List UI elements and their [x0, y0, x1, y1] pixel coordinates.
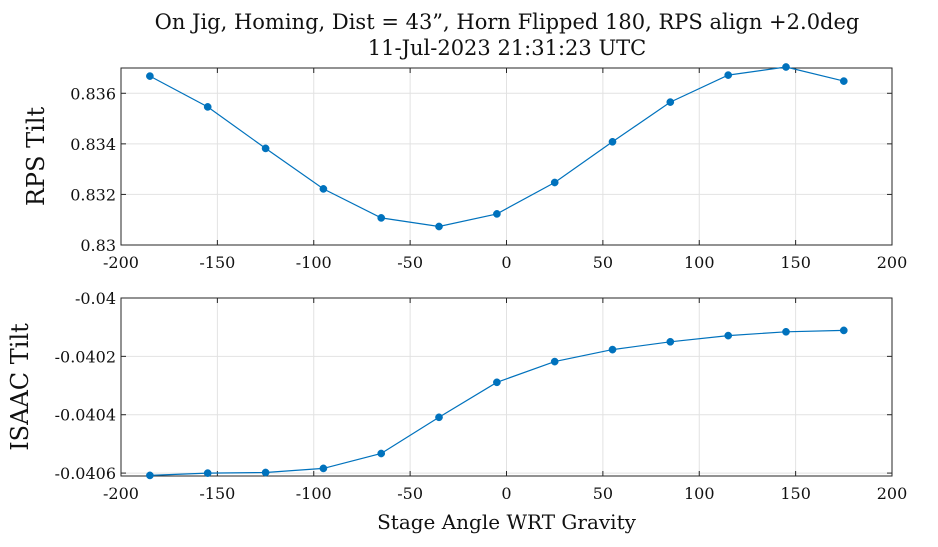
x-tick-label: 0 — [501, 253, 511, 272]
figure-title-line2: 11-Jul-2023 21:31:23 UTC — [368, 36, 646, 60]
x-tick-label: -100 — [296, 253, 332, 272]
x-tick-label: 200 — [877, 484, 908, 503]
x-tick-label: -50 — [397, 253, 423, 272]
x-tick-label: 100 — [684, 484, 715, 503]
x-tick-label: -200 — [103, 253, 139, 272]
data-point — [608, 345, 617, 354]
data-point — [608, 137, 617, 146]
data-point — [377, 449, 386, 458]
x-tick-label: 150 — [780, 484, 811, 503]
x-tick-label: 100 — [684, 253, 715, 272]
data-point — [377, 214, 386, 222]
y-tick-label: 0.832 — [70, 185, 116, 204]
data-point — [666, 337, 675, 346]
data-point — [724, 331, 733, 340]
top-panel-rps-tilt: -200 -150 -100 -50 0 50 100 150 200 0.83 0.832 0.83… — [22, 63, 907, 272]
y-tick-label: 0.83 — [80, 236, 116, 255]
data-point — [493, 210, 501, 218]
bottom-panel-isaac-tilt: -200 -150 -100 -50 0 50 100 150 200 -0.0406 -0.040… — [6, 289, 907, 534]
data-point — [203, 103, 212, 111]
data-point — [435, 413, 443, 422]
x-tick-label: 50 — [593, 253, 613, 272]
y-tick-label: -0.0404 — [55, 406, 116, 425]
data-point — [146, 471, 154, 480]
x-axis-label: Stage Angle WRT Gravity — [377, 510, 637, 534]
data-point — [782, 327, 790, 336]
x-tick-label: -150 — [199, 484, 235, 503]
x-tick-label: -200 — [103, 484, 139, 503]
data-point — [261, 144, 270, 153]
x-tick-label: 50 — [593, 484, 613, 503]
data-point — [666, 98, 675, 106]
data-point — [435, 222, 443, 231]
data-point — [550, 178, 559, 187]
y-tick-label: 0.836 — [70, 84, 116, 103]
data-point — [839, 77, 848, 85]
y-axis-label: RPS Tilt — [22, 107, 50, 207]
y-tick-label: -0.0406 — [55, 464, 116, 483]
x-tick-label: -50 — [397, 484, 423, 503]
data-point — [319, 464, 328, 473]
y-tick-label: -0.0402 — [55, 347, 116, 366]
x-tick-label: 0 — [501, 484, 511, 503]
data-point — [550, 357, 559, 366]
figure-title-line1: On Jig, Homing, Dist = 43”, Horn Flipped… — [155, 10, 860, 34]
data-point — [493, 378, 501, 387]
data-point — [203, 469, 212, 477]
data-point — [724, 71, 733, 79]
y-tick-label: -0.04 — [75, 289, 116, 308]
data-point — [261, 468, 270, 477]
data-point — [839, 326, 848, 335]
y-axis-label: ISAAC Tilt — [6, 323, 34, 451]
x-tick-label: -150 — [199, 253, 235, 272]
data-point — [319, 185, 328, 193]
data-point — [146, 72, 154, 80]
x-tick-label: 200 — [877, 253, 908, 272]
x-tick-label: 150 — [780, 253, 811, 272]
data-point — [782, 63, 790, 71]
y-tick-label: 0.834 — [70, 135, 116, 154]
x-tick-label: -100 — [296, 484, 332, 503]
